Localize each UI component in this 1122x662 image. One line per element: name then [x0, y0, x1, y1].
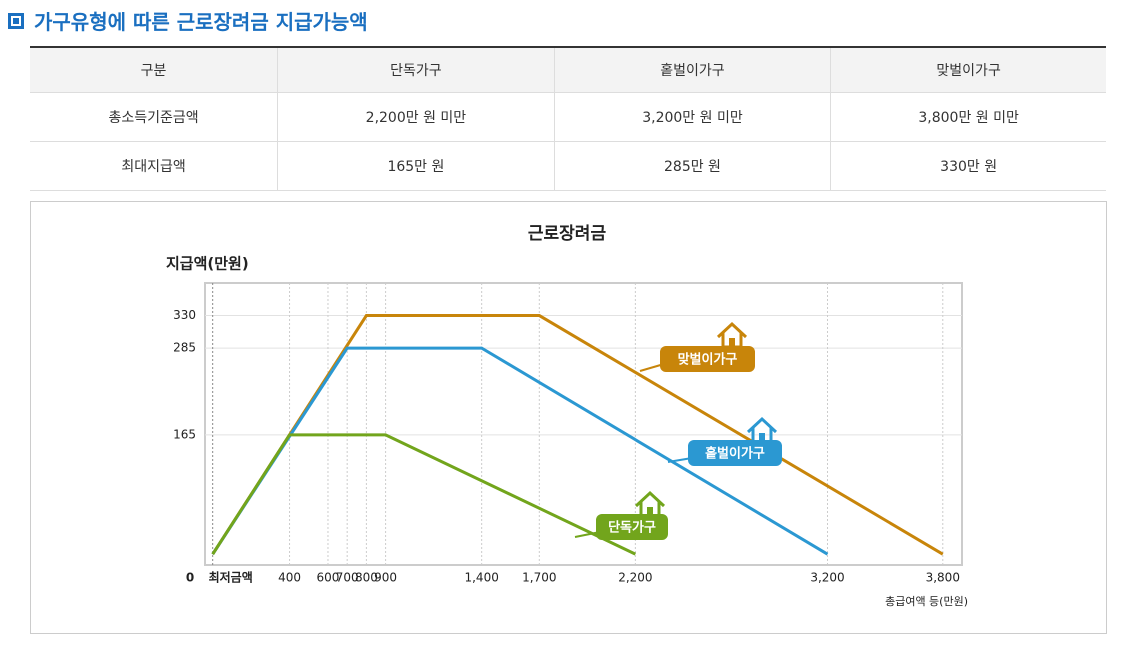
cell: 3,200만 원 미만 — [553, 92, 831, 142]
y-axis-label: 지급액(만원) — [166, 255, 249, 273]
y-tick-label: 0 — [186, 571, 194, 585]
cell: 285만 원 — [553, 141, 831, 191]
x-axis-label: 총급여액 등(만원) — [885, 595, 968, 608]
chart: 근로장려금 지급액(만원) 총급여액 등(만원) 0 165 285 330 최저금액 4… — [166, 224, 968, 608]
x-tick-label: 400 — [278, 571, 301, 585]
x-tick-label: 3,200 — [810, 571, 844, 585]
callout-pointer — [574, 531, 601, 538]
column-header: 단독가구 — [277, 47, 555, 93]
cell: 3,800만 원 미만 — [830, 92, 1106, 142]
heading-icon — [8, 12, 24, 29]
cell: 총소득기준금액 — [30, 92, 278, 142]
x-tick-label: 700 — [336, 571, 359, 585]
house-door — [729, 338, 735, 347]
legend-label: 단독가구 — [608, 520, 656, 536]
x-tick-label: 최저금액 — [209, 570, 253, 585]
x-tick-label: 2,200 — [618, 571, 652, 585]
cell: 2,200만 원 미만 — [277, 92, 555, 142]
house-door — [759, 433, 765, 442]
heading-title: 가구유형에 따른 근로장려금 지급가능액 — [34, 10, 368, 34]
y-tick-label: 285 — [173, 341, 196, 355]
column-header: 홑벌이가구 — [553, 47, 831, 93]
column-header: 맞벌이가구 — [830, 47, 1106, 93]
callout-box — [596, 514, 668, 540]
y-tick-label: 165 — [173, 427, 196, 441]
callout-box — [688, 440, 782, 466]
house-door — [647, 507, 653, 516]
x-tick-label: 600 — [317, 571, 340, 585]
y-tick-label: 330 — [173, 308, 196, 322]
cell: 최대지급액 — [30, 141, 278, 191]
table: 구분 단독가구 홑벌이가구 맞벌이가구 총소득기준금액 2,200만 원 미만 … — [30, 46, 1106, 191]
heading: 가구유형에 따른 근로장려금 지급가능액 — [8, 6, 368, 35]
cell: 165만 원 — [277, 141, 555, 191]
table-header: 구분 단독가구 홑벌이가구 맞벌이가구 — [30, 47, 1106, 93]
table-row: 최대지급액 165만 원 285만 원 330만 원 — [30, 141, 1106, 191]
cell: 330만 원 — [830, 141, 1106, 191]
x-tick-label: 1,700 — [522, 571, 556, 585]
x-tick-label: 800 — [355, 571, 378, 585]
table-row: 총소득기준금액 2,200만 원 미만 3,200만 원 미만 3,800만 원… — [30, 92, 1106, 142]
plot-area — [204, 282, 963, 566]
chart-title: 근로장려금 — [528, 224, 607, 244]
x-tick-label: 900 — [374, 571, 397, 585]
legend-label: 맞벌이가구 — [678, 352, 738, 368]
x-tick-label: 1,400 — [464, 571, 498, 585]
series-line — [211, 433, 637, 556]
column-header: 구분 — [30, 47, 278, 93]
chart-box — [30, 201, 1107, 634]
callout-box — [660, 346, 755, 372]
legend-callout: 홑벌이가구 — [667, 416, 782, 466]
legend-callout: 맞벌이가구 — [639, 321, 755, 372]
x-tick-label: 3,800 — [926, 571, 960, 585]
legend-callout: 단독가구 — [574, 490, 668, 540]
legend-label: 홑벌이가구 — [705, 446, 765, 462]
